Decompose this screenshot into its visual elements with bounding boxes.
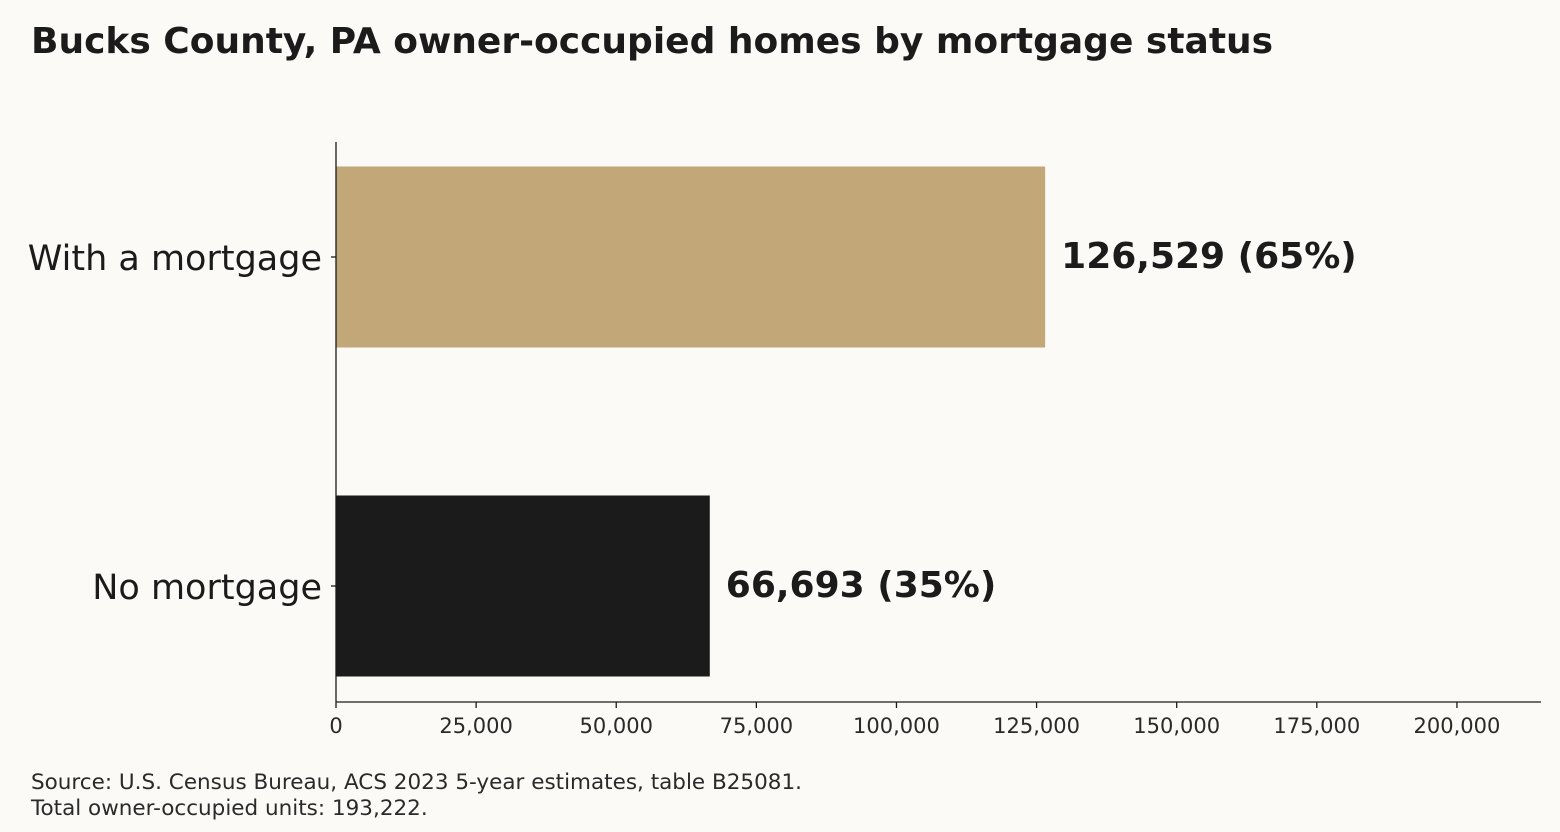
source-note: Source: U.S. Census Bureau, ACS 2023 5-y… — [31, 770, 802, 795]
x-tick-label: 200,000 — [1414, 714, 1501, 738]
x-tick-label: 0 — [329, 714, 342, 738]
total-note: Total owner-occupied units: 193,222. — [30, 796, 428, 821]
bar-no-mortgage — [336, 495, 710, 677]
category-labels: With a mortgage No mortgage — [28, 239, 336, 608]
x-tick-label: 50,000 — [579, 714, 652, 738]
value-label-no-mortgage: 66,693 (35%) — [726, 565, 997, 606]
bars-group — [336, 166, 1046, 677]
bar-with-a-mortgage — [336, 166, 1046, 348]
value-labels: 126,529 (65%) 66,693 (35%) — [726, 236, 1357, 606]
chart-title: Bucks County, PA owner-occupied homes by… — [31, 21, 1273, 62]
category-label-no-mortgage: No mortgage — [92, 568, 322, 608]
x-axis-ticks: 0 25,000 50,000 75,000 100,000 125,000 150,000… — [329, 702, 1500, 738]
x-tick-label: 75,000 — [720, 714, 793, 738]
x-tick-label: 175,000 — [1273, 714, 1360, 738]
x-tick-label: 150,000 — [1133, 714, 1220, 738]
value-label-with-a-mortgage: 126,529 (65%) — [1061, 236, 1357, 277]
x-tick-label: 125,000 — [993, 714, 1080, 738]
x-tick-label: 100,000 — [853, 714, 940, 738]
x-tick-label: 25,000 — [439, 714, 512, 738]
category-label-with-a-mortgage: With a mortgage — [28, 239, 322, 279]
